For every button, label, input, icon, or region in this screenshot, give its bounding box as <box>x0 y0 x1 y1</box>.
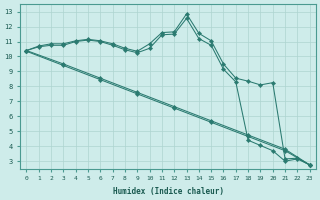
X-axis label: Humidex (Indice chaleur): Humidex (Indice chaleur) <box>113 187 224 196</box>
